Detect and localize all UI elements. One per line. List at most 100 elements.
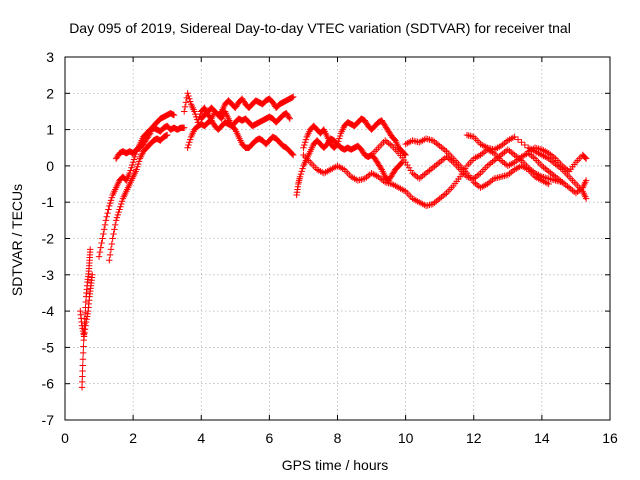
data-point bbox=[113, 214, 121, 221]
data-point bbox=[99, 235, 106, 242]
data-point bbox=[80, 330, 87, 337]
data-point bbox=[286, 115, 294, 122]
data-point bbox=[84, 310, 91, 318]
data-point bbox=[521, 141, 529, 149]
data-point bbox=[185, 92, 192, 100]
data-point bbox=[118, 198, 126, 205]
data-point bbox=[102, 217, 110, 224]
plot-frame bbox=[64, 56, 611, 421]
data-point bbox=[108, 194, 116, 201]
data-point bbox=[163, 131, 171, 139]
y-tick-label: -4 bbox=[42, 303, 55, 319]
data-point bbox=[336, 132, 344, 140]
data-point bbox=[106, 251, 114, 259]
data-point bbox=[181, 108, 188, 115]
data-point bbox=[79, 373, 86, 380]
data-point bbox=[301, 141, 308, 149]
data-point bbox=[511, 133, 518, 141]
data-point bbox=[297, 170, 305, 178]
x-tick-label: 12 bbox=[466, 430, 482, 446]
data-point bbox=[79, 355, 87, 363]
data-point bbox=[336, 135, 343, 142]
data-series bbox=[106, 131, 171, 264]
data-point bbox=[186, 98, 194, 105]
data-point bbox=[185, 141, 192, 149]
x-axis-label: GPS time / hours bbox=[281, 457, 389, 473]
data-point bbox=[135, 158, 143, 165]
x-tick-label: 4 bbox=[197, 430, 205, 446]
data-point bbox=[87, 246, 94, 253]
x-tick-label: 2 bbox=[129, 430, 137, 446]
data-point bbox=[112, 217, 120, 224]
data-point bbox=[115, 208, 122, 216]
data-point bbox=[401, 150, 408, 158]
data-point bbox=[81, 329, 88, 337]
data-point bbox=[106, 257, 113, 264]
data-point bbox=[80, 349, 87, 357]
data-series bbox=[368, 137, 566, 186]
data-point bbox=[186, 136, 194, 143]
data-point bbox=[181, 103, 189, 111]
x-tick-label: 6 bbox=[265, 430, 273, 446]
data-point bbox=[335, 138, 342, 145]
data-series bbox=[112, 110, 178, 162]
y-tick-label: -2 bbox=[42, 231, 55, 247]
y-tick-label: 1 bbox=[46, 122, 54, 138]
data-point bbox=[130, 156, 138, 163]
data-point bbox=[129, 161, 136, 169]
data-point bbox=[334, 140, 341, 148]
data-point bbox=[186, 95, 193, 102]
data-points bbox=[77, 90, 590, 391]
data-point bbox=[184, 90, 191, 97]
data-series bbox=[198, 93, 297, 122]
data-point bbox=[290, 93, 297, 101]
data-point bbox=[186, 139, 193, 146]
data-point bbox=[290, 151, 297, 159]
data-series bbox=[463, 131, 590, 202]
x-tick-label: 16 bbox=[602, 430, 618, 446]
y-tick-label: -1 bbox=[42, 194, 55, 210]
y-tick-label: -7 bbox=[42, 412, 55, 428]
data-point bbox=[114, 211, 121, 219]
y-tick-label: 2 bbox=[46, 85, 54, 101]
data-point bbox=[302, 136, 310, 143]
x-tick-label: 0 bbox=[61, 430, 69, 446]
data-point bbox=[107, 197, 115, 204]
data-point bbox=[81, 326, 89, 333]
data-point bbox=[545, 180, 552, 188]
data-point bbox=[300, 144, 307, 151]
data-point bbox=[110, 230, 117, 238]
data-point bbox=[518, 139, 525, 146]
data-series bbox=[525, 144, 590, 175]
data-point bbox=[83, 313, 91, 320]
data-series bbox=[402, 135, 552, 191]
data-point bbox=[79, 362, 86, 369]
data-point bbox=[117, 203, 124, 210]
data-point bbox=[106, 199, 114, 207]
data-point bbox=[96, 248, 104, 256]
data-point bbox=[299, 165, 306, 172]
data-series bbox=[77, 271, 96, 340]
data-point bbox=[78, 384, 86, 391]
data-point bbox=[100, 226, 108, 233]
data-point bbox=[101, 221, 109, 229]
data-point bbox=[582, 195, 590, 202]
data-point bbox=[131, 153, 139, 161]
data-point bbox=[109, 235, 116, 242]
y-tick-label: 0 bbox=[46, 158, 54, 174]
data-point bbox=[582, 177, 590, 184]
data-point bbox=[134, 163, 141, 171]
data-point bbox=[127, 167, 134, 174]
y-tick-label: -6 bbox=[42, 376, 55, 392]
data-point bbox=[80, 333, 88, 340]
data-point bbox=[112, 221, 119, 229]
data-point bbox=[289, 150, 296, 158]
data-point bbox=[83, 316, 90, 323]
data-point bbox=[118, 200, 125, 208]
data-point bbox=[128, 164, 135, 171]
data-series bbox=[184, 110, 294, 151]
data-point bbox=[108, 240, 116, 248]
data-series bbox=[300, 115, 409, 159]
